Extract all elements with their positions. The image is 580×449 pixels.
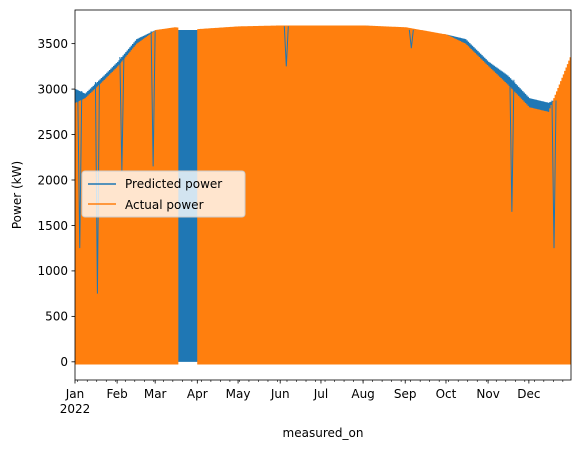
series-dip-1 [94, 81, 100, 294]
x-tick-label-5: Jun [270, 387, 290, 401]
x-tick-label-0: Jan [65, 387, 85, 401]
x-tick-label-3: Apr [187, 387, 208, 401]
series-dip-5 [408, 29, 414, 49]
y-tick-label-7: 3500 [37, 37, 68, 51]
y-tick-label-1: 500 [45, 310, 68, 324]
legend-label-predicted: Predicted power [125, 177, 222, 191]
series-dip-3 [150, 31, 156, 167]
y-tick-label-6: 3000 [37, 82, 68, 96]
y-axis-title: Power (kW) [10, 161, 24, 229]
x-tick-label-6: Jul [313, 387, 328, 401]
x-tick-sublabel-0: 2022 [60, 402, 91, 416]
plot-frame [74, 9, 572, 381]
x-tick-label-4: May [226, 387, 251, 401]
series-dip-4 [283, 26, 289, 67]
legend-label-actual: Actual power [125, 198, 204, 212]
x-tick-label-7: Aug [351, 387, 374, 401]
y-tick-label-0: 0 [60, 355, 68, 369]
x-axis-title: measured_on [283, 426, 364, 440]
legend: Predicted power Actual power [81, 170, 246, 218]
series-dip-0 [77, 91, 83, 249]
x-tick-label-1: Feb [107, 387, 128, 401]
legend-frame [81, 170, 246, 218]
series-dip-6 [509, 79, 515, 212]
series-dip-7 [551, 100, 557, 249]
y-tick-label-2: 1000 [37, 264, 68, 278]
series-layer [75, 25, 571, 365]
x-tick-label-2: Mar [144, 387, 167, 401]
y-tick-label-5: 2500 [37, 128, 68, 142]
x-tick-label-11: Dec [517, 387, 540, 401]
x-tick-label-9: Oct [436, 387, 457, 401]
x-tick-label-8: Sep [394, 387, 417, 401]
y-tick-label-4: 2000 [37, 173, 68, 187]
x-tick-label-10: Nov [476, 387, 499, 401]
y-tick-label-3: 1500 [37, 219, 68, 233]
